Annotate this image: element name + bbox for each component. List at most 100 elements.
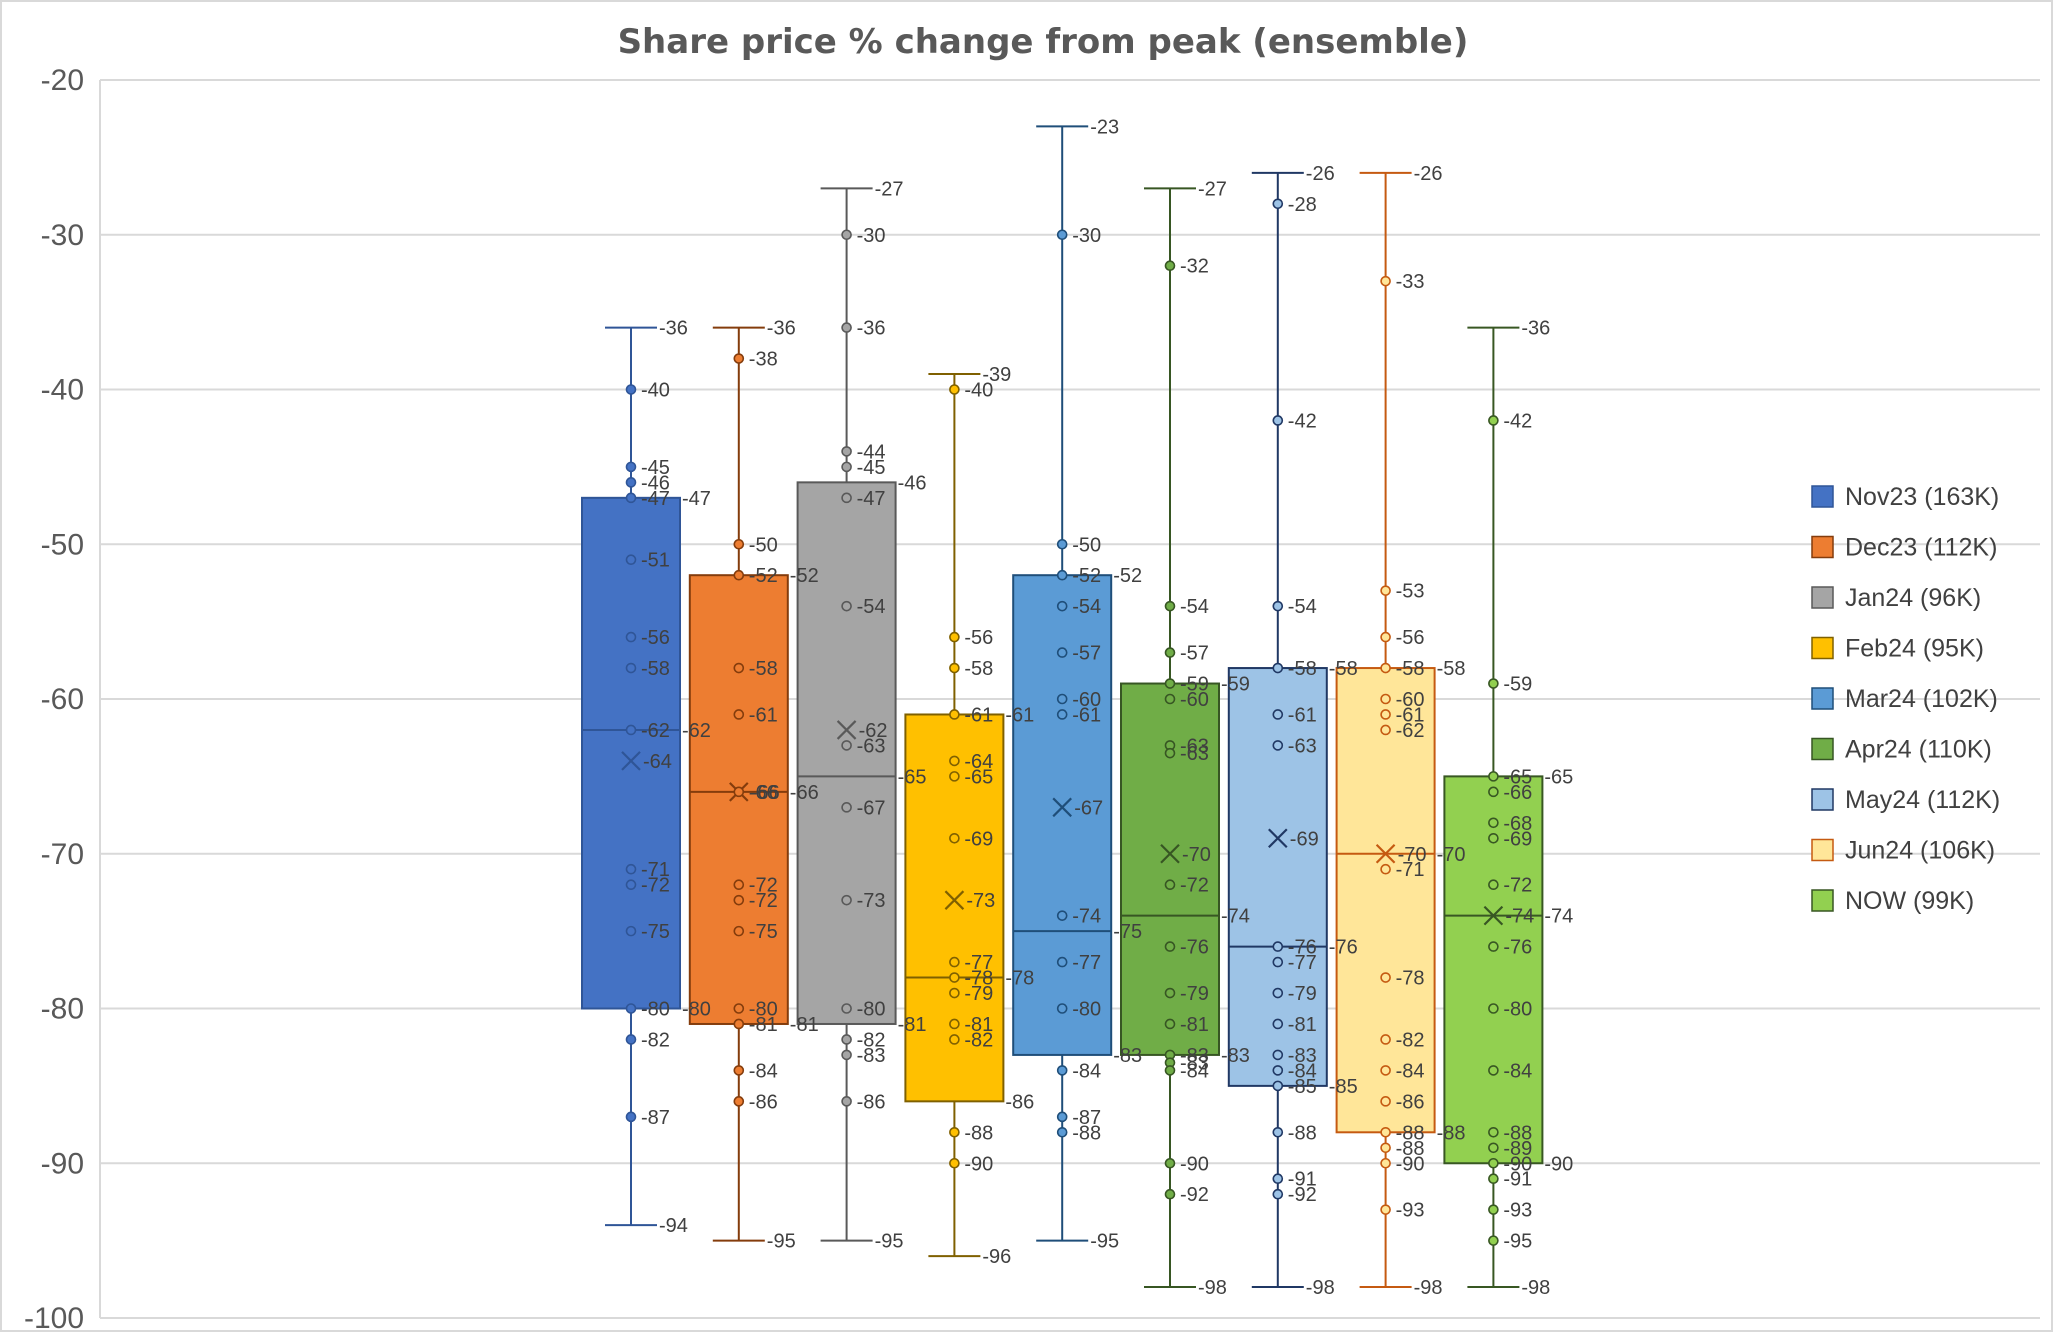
outlier-point bbox=[1272, 709, 1284, 720]
mean-label: -70 bbox=[1182, 844, 1211, 866]
outlier-point bbox=[1164, 747, 1176, 759]
point-label: -72 bbox=[1503, 875, 1532, 897]
outlier-point bbox=[1272, 740, 1284, 751]
outlier-point bbox=[1164, 879, 1176, 891]
outlier-point bbox=[949, 631, 960, 643]
outlier-point bbox=[1272, 415, 1284, 426]
legend-swatch bbox=[1811, 737, 1834, 761]
outlier-point bbox=[1272, 1173, 1284, 1185]
point-label: -40 bbox=[641, 380, 670, 402]
point-label: -47 bbox=[641, 488, 670, 510]
point-label: -57 bbox=[1072, 643, 1101, 665]
outlier-point bbox=[949, 662, 960, 674]
point-label: -61 bbox=[1396, 704, 1425, 726]
point-label: -76 bbox=[1180, 937, 1209, 959]
point-label: -54 bbox=[1288, 596, 1317, 618]
point-label: -72 bbox=[1180, 875, 1209, 897]
outlier-point bbox=[841, 1034, 852, 1045]
outlier-point bbox=[1272, 941, 1284, 952]
mean-marker bbox=[1375, 843, 1396, 864]
outlier-point bbox=[949, 987, 960, 999]
q1-label: -85 bbox=[1329, 1076, 1358, 1098]
point-label: -88 bbox=[1396, 1122, 1425, 1144]
mean-label: -67 bbox=[1074, 797, 1103, 819]
max-label: -23 bbox=[1090, 116, 1119, 138]
outlier-point bbox=[841, 1003, 852, 1014]
outlier-point bbox=[1488, 1142, 1499, 1154]
outlier-point bbox=[1380, 1034, 1391, 1045]
outlier-point bbox=[949, 755, 960, 767]
point-label: -44 bbox=[857, 441, 886, 463]
point-label: -75 bbox=[641, 921, 670, 943]
point-label: -88 bbox=[964, 1122, 993, 1144]
outlier-point bbox=[1272, 1188, 1284, 1200]
point-label: -72 bbox=[749, 890, 778, 912]
point-label: -63 bbox=[857, 735, 886, 757]
point-label: -59 bbox=[1503, 674, 1532, 696]
mean-marker bbox=[1268, 828, 1288, 849]
point-label: -92 bbox=[1288, 1184, 1317, 1206]
outlier-point bbox=[1380, 1157, 1391, 1169]
point-label: -30 bbox=[857, 225, 886, 247]
outlier-point bbox=[1164, 987, 1176, 999]
outlier-point bbox=[841, 1096, 852, 1107]
legend-swatch bbox=[1811, 535, 1834, 559]
legend-label: NOW (99K) bbox=[1845, 887, 1974, 915]
outlier-point bbox=[733, 1065, 745, 1076]
point-label: -86 bbox=[857, 1091, 886, 1113]
outlier-point bbox=[1272, 987, 1284, 999]
point-label: -72 bbox=[641, 875, 670, 897]
mean-label: -62 bbox=[859, 720, 888, 742]
point-label: -86 bbox=[1396, 1091, 1425, 1113]
outlier-point bbox=[1488, 786, 1499, 798]
outlier-point bbox=[1272, 1049, 1284, 1061]
median-label: -78 bbox=[1005, 968, 1034, 990]
outlier-point bbox=[1272, 662, 1284, 674]
point-label: -90 bbox=[1503, 1153, 1532, 1175]
point-label: -53 bbox=[1396, 581, 1425, 603]
legend-label: Feb24 (95K) bbox=[1845, 635, 1984, 663]
outlier-point bbox=[1380, 1142, 1391, 1154]
min-label: -98 bbox=[1198, 1277, 1227, 1299]
point-label: -54 bbox=[1072, 596, 1101, 618]
outlier-point bbox=[841, 894, 852, 906]
outlier-point bbox=[949, 1018, 960, 1030]
y-tick-label: -90 bbox=[41, 1147, 84, 1180]
point-label: -82 bbox=[857, 1029, 886, 1051]
outlier-point bbox=[733, 538, 745, 550]
point-label: -57 bbox=[1180, 643, 1209, 665]
outlier-point bbox=[841, 1049, 852, 1061]
outlier-point bbox=[1488, 879, 1499, 891]
point-label: -78 bbox=[1396, 968, 1425, 990]
legend-item: Apr24 (110K) bbox=[1811, 736, 1992, 764]
point-label: -58 bbox=[749, 658, 778, 680]
point-label: -62 bbox=[641, 720, 670, 742]
outlier-point bbox=[1056, 709, 1068, 720]
outlier-point bbox=[733, 1096, 745, 1107]
legend-label: Jan24 (96K) bbox=[1845, 584, 1981, 612]
q3-label: -47 bbox=[682, 488, 711, 510]
point-label: -91 bbox=[1288, 1169, 1317, 1191]
outlier-point bbox=[1056, 1003, 1068, 1014]
outlier-point bbox=[949, 1034, 960, 1045]
point-label: -50 bbox=[1072, 534, 1101, 556]
point-label: -77 bbox=[1072, 952, 1101, 974]
point-label: -84 bbox=[749, 1060, 778, 1082]
outlier-point bbox=[1164, 1065, 1176, 1076]
outlier-point bbox=[949, 956, 960, 968]
outlier-point bbox=[1488, 678, 1499, 689]
outlier-point bbox=[1164, 1018, 1176, 1030]
y-tick-label: -20 bbox=[41, 64, 84, 97]
max-label: -27 bbox=[1198, 178, 1227, 200]
point-label: -66 bbox=[1503, 782, 1532, 804]
max-label: -26 bbox=[1414, 163, 1443, 185]
outlier-point bbox=[841, 322, 852, 333]
min-label: -95 bbox=[767, 1231, 796, 1253]
point-label: -67 bbox=[857, 797, 886, 819]
legend-label: Nov23 (163K) bbox=[1845, 483, 1999, 511]
q3-label: -59 bbox=[1221, 674, 1250, 696]
min-label: -98 bbox=[1306, 1277, 1335, 1299]
point-label: -58 bbox=[1396, 658, 1425, 680]
point-label: -32 bbox=[1180, 256, 1209, 278]
